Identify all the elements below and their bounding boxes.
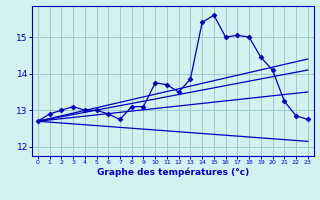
X-axis label: Graphe des températures (°c): Graphe des températures (°c) [97,168,249,177]
